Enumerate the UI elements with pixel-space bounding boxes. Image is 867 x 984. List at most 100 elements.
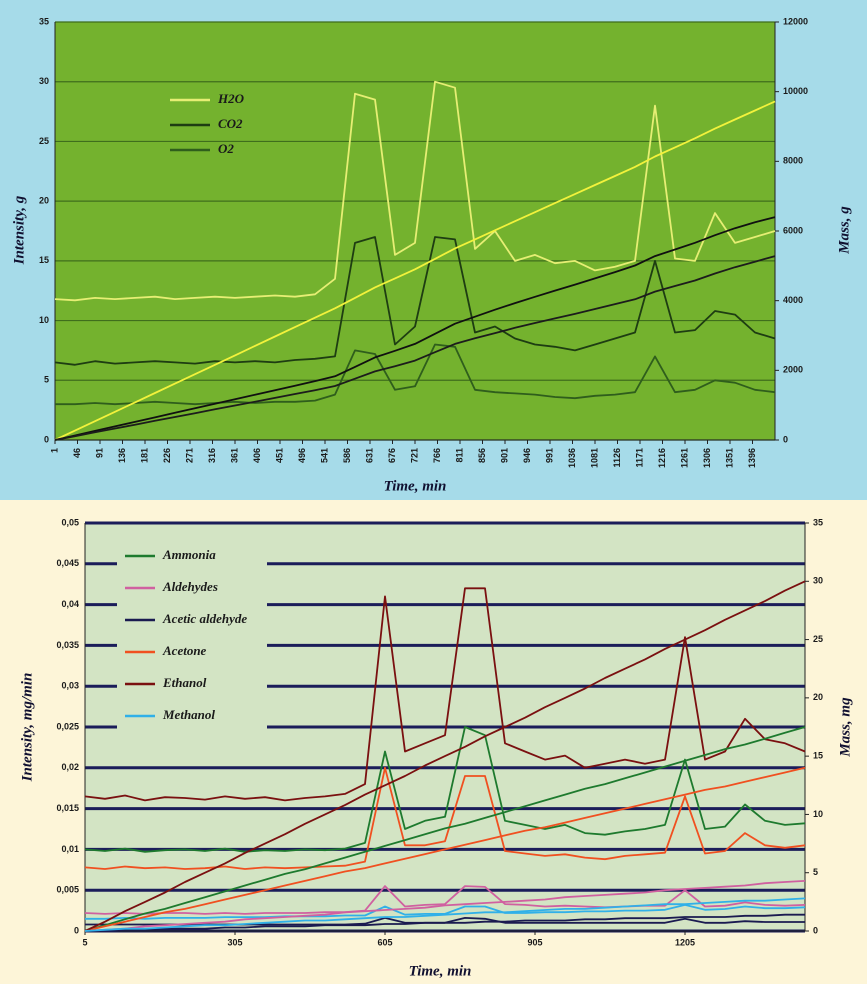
series-line (84, 726, 806, 932)
y2-tick-label: 30 (813, 576, 823, 586)
y-tick-label: 35 (39, 16, 49, 26)
x-tick-label: 451 (274, 448, 284, 463)
series-line (54, 255, 776, 441)
y2-tick-label: 0 (783, 434, 788, 444)
x-tick-label: 361 (229, 448, 239, 463)
y-tick-label: 0,015 (56, 803, 79, 813)
y-tick-label: 0,045 (56, 558, 79, 568)
x-tick-label: 676 (387, 448, 397, 463)
series-line (85, 913, 805, 932)
x-tick-label: 1396 (747, 448, 757, 468)
series-line (54, 100, 776, 441)
legend-label: Ethanol (162, 675, 207, 690)
y-tick-label: 0,035 (56, 640, 79, 650)
x-tick-label: 631 (364, 448, 374, 463)
y2-tick-label: 0 (813, 925, 818, 935)
y-tick-label: 0,03 (61, 681, 79, 691)
y2-axis-label: Mass, g (836, 206, 852, 255)
x-tick-label: 1036 (567, 448, 577, 468)
x-tick-label: 181 (139, 448, 149, 463)
y2-tick-label: 2000 (783, 365, 803, 375)
x-tick-label: 605 (377, 937, 392, 947)
y-axis-label: Intensity, g (11, 195, 27, 265)
series-line (84, 580, 806, 932)
y2-tick-label: 20 (813, 692, 823, 702)
legend-label: Ammonia (162, 547, 216, 562)
y-tick-label: 10 (39, 315, 49, 325)
x-tick-label: 1126 (612, 448, 622, 468)
x-tick-label: 766 (432, 448, 442, 463)
y-tick-label: 0,02 (61, 762, 79, 772)
y-tick-label: 30 (39, 76, 49, 86)
x-tick-label: 991 (544, 448, 554, 463)
y2-tick-label: 10 (813, 809, 823, 819)
x-axis-label: Time, min (384, 478, 447, 494)
series-line (54, 216, 776, 441)
series-line (84, 880, 806, 932)
legend-label: Aldehydes (162, 579, 218, 594)
x-tick-label: 946 (522, 448, 532, 463)
legend-background (117, 542, 267, 738)
legend-label: Methanol (162, 707, 215, 722)
y-tick-label: 0,005 (56, 885, 79, 895)
x-tick-label: 1306 (702, 448, 712, 468)
series-line (84, 897, 806, 932)
y2-tick-label: 4000 (783, 295, 803, 305)
y2-tick-label: 5 (813, 867, 818, 877)
y-tick-label: 0,04 (61, 599, 79, 609)
y-axis-label: Intensity, mg/min (19, 673, 35, 783)
x-tick-label: 1 (49, 448, 59, 453)
x-tick-label: 721 (409, 448, 419, 463)
x-tick-label: 1351 (724, 448, 734, 468)
x-tick-label: 271 (184, 448, 194, 463)
y2-tick-label: 12000 (783, 16, 808, 26)
series-line (54, 80, 776, 302)
x-tick-label: 316 (207, 448, 217, 463)
x-tick-label: 586 (342, 448, 352, 463)
x-tick-label: 1261 (679, 448, 689, 468)
y-tick-label: 20 (39, 196, 49, 206)
y-tick-label: 0,025 (56, 721, 79, 731)
x-tick-label: 496 (297, 448, 307, 463)
series-line (84, 766, 806, 932)
x-tick-label: 46 (72, 448, 82, 458)
y-tick-label: 0 (44, 434, 49, 444)
legend-label: H2O (217, 91, 245, 106)
x-tick-label: 136 (117, 448, 127, 463)
y-tick-label: 25 (39, 136, 49, 146)
legend-label: Acetone (162, 643, 207, 658)
y2-tick-label: 10000 (783, 86, 808, 96)
y2-tick-label: 6000 (783, 225, 803, 235)
series-line (84, 766, 806, 870)
x-tick-label: 5 (82, 937, 87, 947)
series-line (55, 343, 776, 406)
y2-tick-label: 15 (813, 751, 823, 761)
x-tick-label: 1171 (634, 448, 644, 468)
legend-label: Acetic aldehyde (162, 611, 247, 626)
x-tick-label: 1081 (589, 448, 599, 468)
x-tick-label: 91 (94, 448, 104, 458)
y-tick-label: 0,01 (61, 844, 79, 854)
x-axis-label: Time, min (409, 963, 472, 979)
x-tick-label: 1205 (675, 937, 695, 947)
series-line (84, 726, 806, 853)
y-tick-label: 0,05 (61, 517, 79, 527)
legend-label: CO2 (218, 116, 243, 131)
x-tick-label: 305 (227, 937, 242, 947)
y-tick-label: 0 (74, 925, 79, 935)
x-tick-label: 541 (319, 448, 329, 463)
y2-axis-label: Mass, mg (837, 697, 853, 758)
x-tick-label: 226 (162, 448, 172, 463)
y-tick-label: 5 (44, 375, 49, 385)
series-line (84, 885, 806, 915)
x-tick-label: 406 (252, 448, 262, 463)
y-tick-label: 15 (39, 255, 49, 265)
y2-tick-label: 35 (813, 517, 823, 527)
x-tick-label: 901 (499, 448, 509, 463)
x-tick-label: 1216 (657, 448, 667, 468)
y2-tick-label: 25 (813, 634, 823, 644)
top-plot-area (55, 22, 775, 440)
series-line (84, 587, 806, 802)
